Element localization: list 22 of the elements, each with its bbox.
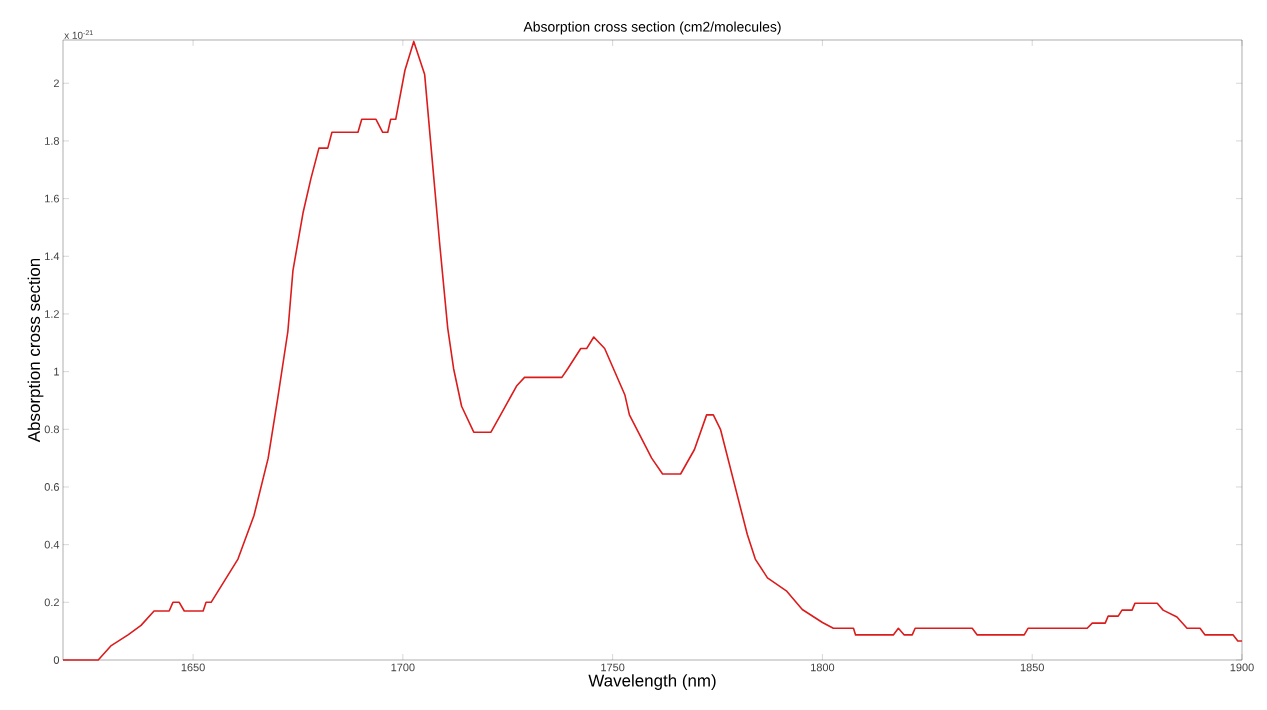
y-tick-label: 1.6 — [45, 194, 59, 203]
y-tick-label: 0.2 — [44, 598, 59, 607]
x-tick-label: 1700 — [391, 663, 415, 672]
line-series — [62, 40, 1243, 661]
y-tick-label: 0.4 — [44, 540, 60, 549]
text: x 10$^{-21}$ — [64, 30, 93, 39]
x-tick-label: 1650 — [181, 663, 205, 672]
y-tick-label: 1.4 — [45, 252, 60, 261]
chart-title: Absorption cross section (cm2/molecules) — [523, 21, 781, 35]
y-tick-label: 0 — [53, 656, 60, 664]
y-tick-label: 2 — [53, 79, 59, 88]
x-axis-title: Wavelength (nm) — [588, 674, 716, 690]
y-tick-label: 0.8 — [44, 425, 59, 434]
y-tick-label: 1.8 — [45, 137, 59, 145]
y-tick-label: 1.2 — [45, 310, 59, 318]
x-tick-label: 1900 — [1230, 663, 1254, 672]
y-tick-label: 1 — [54, 367, 59, 376]
y-tick-label: 0.6 — [44, 483, 59, 491]
x-tick-label: 1800 — [811, 663, 835, 672]
y-axis-title: Absorption cross section — [27, 258, 44, 443]
x-tick-label: 1850 — [1020, 663, 1044, 672]
x-tick-label: 1750 — [601, 663, 625, 672]
